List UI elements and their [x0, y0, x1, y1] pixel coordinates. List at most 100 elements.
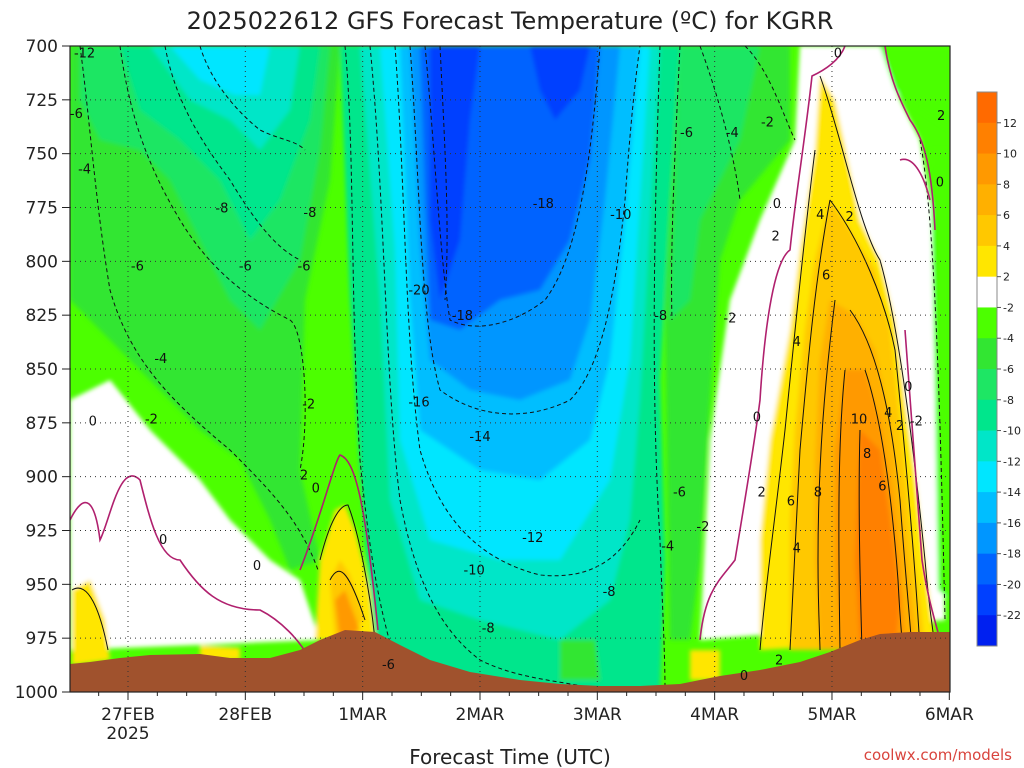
- colorbar-bin: [977, 338, 997, 370]
- contour-label: 4: [884, 406, 892, 421]
- x-tick-label: 6MAR: [925, 705, 974, 725]
- colorbar-bin: [977, 184, 997, 216]
- colorbar-tick-label: -8: [1003, 394, 1014, 407]
- contour-label: -2: [145, 413, 158, 428]
- colorbar-bin: [977, 553, 997, 585]
- y-tick-label: 800: [26, 252, 58, 272]
- y-tick-label: 700: [26, 37, 58, 57]
- contour-label: -2: [761, 115, 774, 130]
- plot-area: -12-6-4-8-6 -6 -6-8-4-20-22000-20-18-18-16…: [70, 46, 950, 692]
- contour-label: 0: [312, 481, 320, 496]
- contour-label: 2: [896, 419, 904, 434]
- contour-label: -4: [78, 163, 91, 178]
- y-tick-label: 975: [26, 629, 58, 649]
- contour-label: -2: [723, 311, 736, 326]
- colorbar-tick-label: -20: [1003, 578, 1021, 591]
- contour-label: -6: [382, 658, 395, 673]
- x-tick-label: 28FEB: [218, 705, 272, 725]
- contour-label: -10: [610, 208, 631, 223]
- contour-label: 2: [772, 229, 780, 244]
- contour-label: -4: [661, 540, 674, 555]
- contour-label: 2: [757, 486, 765, 501]
- contour-label: 10: [851, 413, 868, 428]
- contour-label: 2: [300, 469, 308, 484]
- colorbar-bin: [977, 92, 997, 124]
- contour-label: -2: [696, 520, 709, 535]
- x-tick-label: 2MAR: [456, 705, 505, 725]
- contour-label: -2: [910, 415, 923, 430]
- colorbar-tick-label: 8: [1003, 178, 1010, 191]
- isotherm-contours: [70, 46, 946, 691]
- colorbar-tick-label: 4: [1003, 240, 1010, 253]
- chart-title: 2025022612 GFS Forecast Temperature (ºC)…: [187, 7, 834, 35]
- x-tick-label: 1MAR: [338, 705, 387, 725]
- contour-label: 0: [159, 533, 167, 548]
- contour-label: 2: [845, 210, 853, 225]
- colorbar-bin: [977, 276, 997, 308]
- colorbar-tick-label: 2: [1003, 271, 1010, 284]
- colorbar-bin: [977, 522, 997, 555]
- contour-labels: -12-6-4-8-6 -6 -6-8-4-20-22000-20-18-18-16…: [70, 46, 945, 684]
- x-axis-ticks: 27FEB 28FEB 1MAR 2MAR 3MAR 4MAR 5MAR 6MAR: [98, 692, 974, 725]
- contour-label: 8: [814, 486, 822, 501]
- contour-label: -14: [469, 430, 490, 445]
- colorbar-tick-label: -10: [1003, 425, 1021, 438]
- contour-label: -8: [215, 202, 228, 217]
- colorbar-tick-label: -18: [1003, 548, 1021, 561]
- contour-label: 0: [740, 669, 748, 684]
- contour-label: 8: [863, 447, 871, 462]
- contour-label: 2: [775, 654, 783, 669]
- colorbar-bin: [977, 461, 997, 493]
- contour-label: 4: [816, 208, 824, 223]
- x-tick-label: 4MAR: [690, 705, 739, 725]
- colorbar-tick-label: 6: [1003, 209, 1010, 222]
- contour-label: -6: [131, 260, 144, 275]
- contour-label: -8: [482, 621, 495, 636]
- colorbar-bin: [977, 122, 997, 155]
- credit-link[interactable]: coolwx.com/models: [864, 746, 1012, 764]
- colorbar-bin: [977, 615, 997, 647]
- colorbar-tick-label: -16: [1003, 517, 1021, 530]
- contour-label: 4: [793, 335, 801, 350]
- x-tick-label: 5MAR: [808, 705, 857, 725]
- contour-label: 4: [793, 542, 801, 557]
- y-tick-label: 925: [26, 522, 58, 542]
- terrain-ground: [70, 630, 950, 692]
- colorbar-tick-label: -4: [1003, 332, 1014, 345]
- colorbar-bin: [977, 369, 997, 401]
- contour-label: 0: [936, 176, 944, 191]
- colorbar-tick-label: -6: [1003, 363, 1014, 376]
- colorbar-tick-label: -2: [1003, 301, 1014, 314]
- contour-label: -12: [74, 46, 95, 61]
- x-axis-year-label: 2025: [106, 724, 149, 744]
- colorbar-bin: [977, 492, 997, 524]
- y-tick-label: 725: [26, 91, 58, 111]
- colorbar-tick-label: 12: [1003, 117, 1017, 130]
- x-axis-title: Forecast Time (UTC): [409, 745, 611, 768]
- colorbar-tick-label: -12: [1003, 455, 1021, 468]
- colorbar-bin: [977, 245, 997, 278]
- y-tick-label: 900: [26, 468, 58, 488]
- contour-label: -4: [154, 352, 167, 367]
- contour-label: 0: [773, 197, 781, 212]
- contour-label: -8: [603, 585, 616, 600]
- contour-label: 6: [787, 494, 795, 509]
- contour-label: -16: [408, 395, 429, 410]
- y-tick-label: 850: [26, 360, 58, 380]
- contour-label: -6: [680, 126, 693, 141]
- contour-label: -6: [673, 486, 686, 501]
- grid-lines: [70, 46, 950, 692]
- x-tick-label: 27FEB: [101, 705, 155, 725]
- y-axis-ticks: 700 725 750 775 800 825 850 875 900 925 950 975 1000: [15, 37, 70, 703]
- contour-label: 0: [904, 380, 912, 395]
- y-tick-label: 775: [26, 199, 58, 219]
- colorbar-bin: [977, 399, 997, 432]
- contour-label: -10: [464, 563, 485, 578]
- contour-label: -6: [298, 260, 311, 275]
- colorbar-bin: [977, 584, 997, 616]
- contour-label: 6: [878, 479, 886, 494]
- colorbar-tick-label: 10: [1003, 148, 1017, 161]
- contour-label: 0: [89, 415, 97, 430]
- contour-label: 0: [253, 559, 261, 574]
- x-tick-label: 3MAR: [573, 705, 622, 725]
